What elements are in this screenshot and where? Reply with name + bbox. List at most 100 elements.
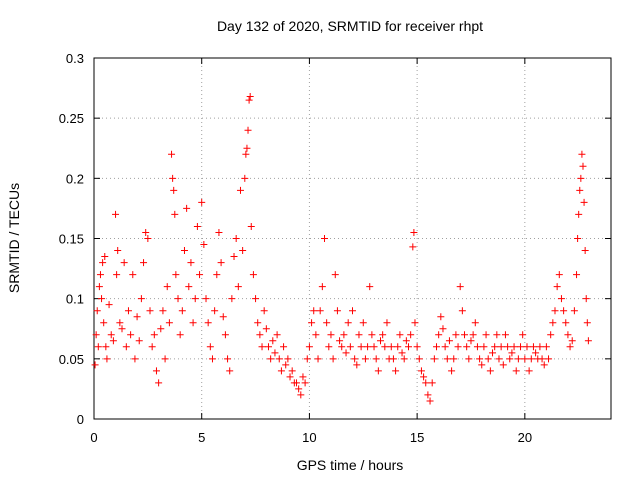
data-point-plus (157, 325, 165, 333)
data-point-plus (473, 343, 481, 351)
data-point-plus (150, 331, 158, 339)
x-tick-label: 0 (90, 430, 97, 445)
data-point-plus (435, 331, 443, 339)
data-point-plus (202, 295, 210, 303)
data-point-plus (523, 343, 531, 351)
data-point-plus (508, 349, 516, 357)
data-point-plus (413, 343, 421, 351)
data-point-plus (499, 361, 507, 369)
data-point-plus (320, 235, 328, 242)
data-point-plus (114, 247, 122, 255)
data-point-plus (463, 343, 471, 351)
data-point-plus (280, 343, 288, 351)
data-point-plus (349, 307, 356, 315)
x-tick-label: 15 (410, 430, 424, 445)
data-point-plus (142, 228, 150, 236)
data-point-plus (564, 331, 572, 339)
data-point-plus (247, 222, 255, 230)
data-point-plus (242, 150, 250, 158)
data-point-plus (286, 373, 294, 381)
data-point-plus (357, 343, 365, 351)
data-point-plus (545, 355, 553, 363)
data-point-plus (364, 343, 372, 351)
data-point-plus (264, 343, 272, 351)
data-point-plus (219, 313, 227, 321)
data-point-plus (243, 144, 251, 152)
data-point-plus (327, 331, 335, 339)
data-point-plus (308, 319, 316, 327)
data-point-plus (338, 343, 346, 351)
data-point-plus (549, 319, 557, 327)
data-point-plus (98, 295, 106, 303)
data-point-plus (273, 331, 281, 339)
data-point-plus (582, 295, 590, 303)
data-point-plus (95, 283, 103, 291)
x-axis-title: GPS time / hours (297, 457, 404, 473)
x-tick-label: 10 (302, 430, 316, 445)
data-point-plus (152, 367, 160, 375)
axis-ticks (93, 57, 611, 420)
data-point-plus (402, 337, 410, 345)
data-point-plus (415, 355, 423, 363)
data-point-plus (497, 343, 505, 351)
data-point-plus (244, 126, 252, 134)
data-point-plus (570, 307, 578, 315)
data-point-plus (340, 331, 348, 339)
data-point-plus (198, 198, 206, 206)
data-point-plus (368, 331, 376, 339)
data-point-plus (226, 367, 234, 375)
data-point-plus (96, 271, 104, 279)
data-point-plus (580, 198, 588, 206)
data-point-plus (372, 355, 380, 363)
data-point-plus (405, 343, 413, 351)
data-point-plus (454, 343, 462, 351)
data-point-plus (277, 367, 285, 375)
y-tick-label: 0.3 (66, 51, 84, 66)
y-tick-label: 0 (77, 412, 84, 427)
data-point-plus (275, 355, 283, 363)
data-point-plus (172, 271, 180, 279)
data-point-plus (353, 361, 361, 369)
data-point-plus (469, 331, 477, 339)
data-point-plus (204, 319, 212, 327)
data-point-plus (381, 343, 389, 351)
data-point-plus (187, 259, 195, 267)
data-point-plus (379, 331, 387, 339)
data-point-plus (392, 367, 400, 375)
y-tick-label: 0.2 (66, 171, 84, 186)
data-point-plus (562, 319, 570, 327)
data-point-plus (131, 355, 139, 363)
data-point-plus (428, 379, 436, 387)
data-point-plus (102, 343, 110, 351)
data-point-plus (140, 259, 148, 267)
data-point-plus (476, 355, 484, 363)
data-point-plus (566, 343, 574, 351)
data-point-plus (342, 349, 350, 357)
data-point-plus (361, 355, 369, 363)
data-point-plus (105, 301, 113, 309)
data-point-plus (92, 331, 100, 339)
data-point-plus (445, 337, 453, 345)
data-point-plus (551, 307, 559, 315)
data-points (91, 93, 592, 405)
data-point-plus (450, 355, 458, 363)
data-point-plus (93, 307, 101, 315)
data-point-plus (241, 174, 249, 182)
data-point-plus (517, 343, 525, 351)
data-point-plus (396, 331, 404, 339)
data-point-plus (355, 331, 363, 339)
data-point-plus (514, 355, 522, 363)
data-point-plus (359, 319, 367, 327)
data-point-plus (113, 271, 121, 279)
data-point-plus (112, 210, 120, 218)
chart-title: Day 132 of 2020, SRMTID for receiver rhp… (217, 18, 483, 34)
data-point-plus (542, 343, 550, 351)
data-point-plus (109, 337, 117, 345)
plot-area-frame (93, 57, 612, 420)
data-point-plus (323, 319, 331, 327)
data-point-plus (578, 150, 586, 158)
data-point-plus (301, 379, 309, 387)
data-point-plus (295, 385, 303, 393)
data-point-plus (532, 349, 540, 357)
data-point-plus (129, 271, 137, 279)
